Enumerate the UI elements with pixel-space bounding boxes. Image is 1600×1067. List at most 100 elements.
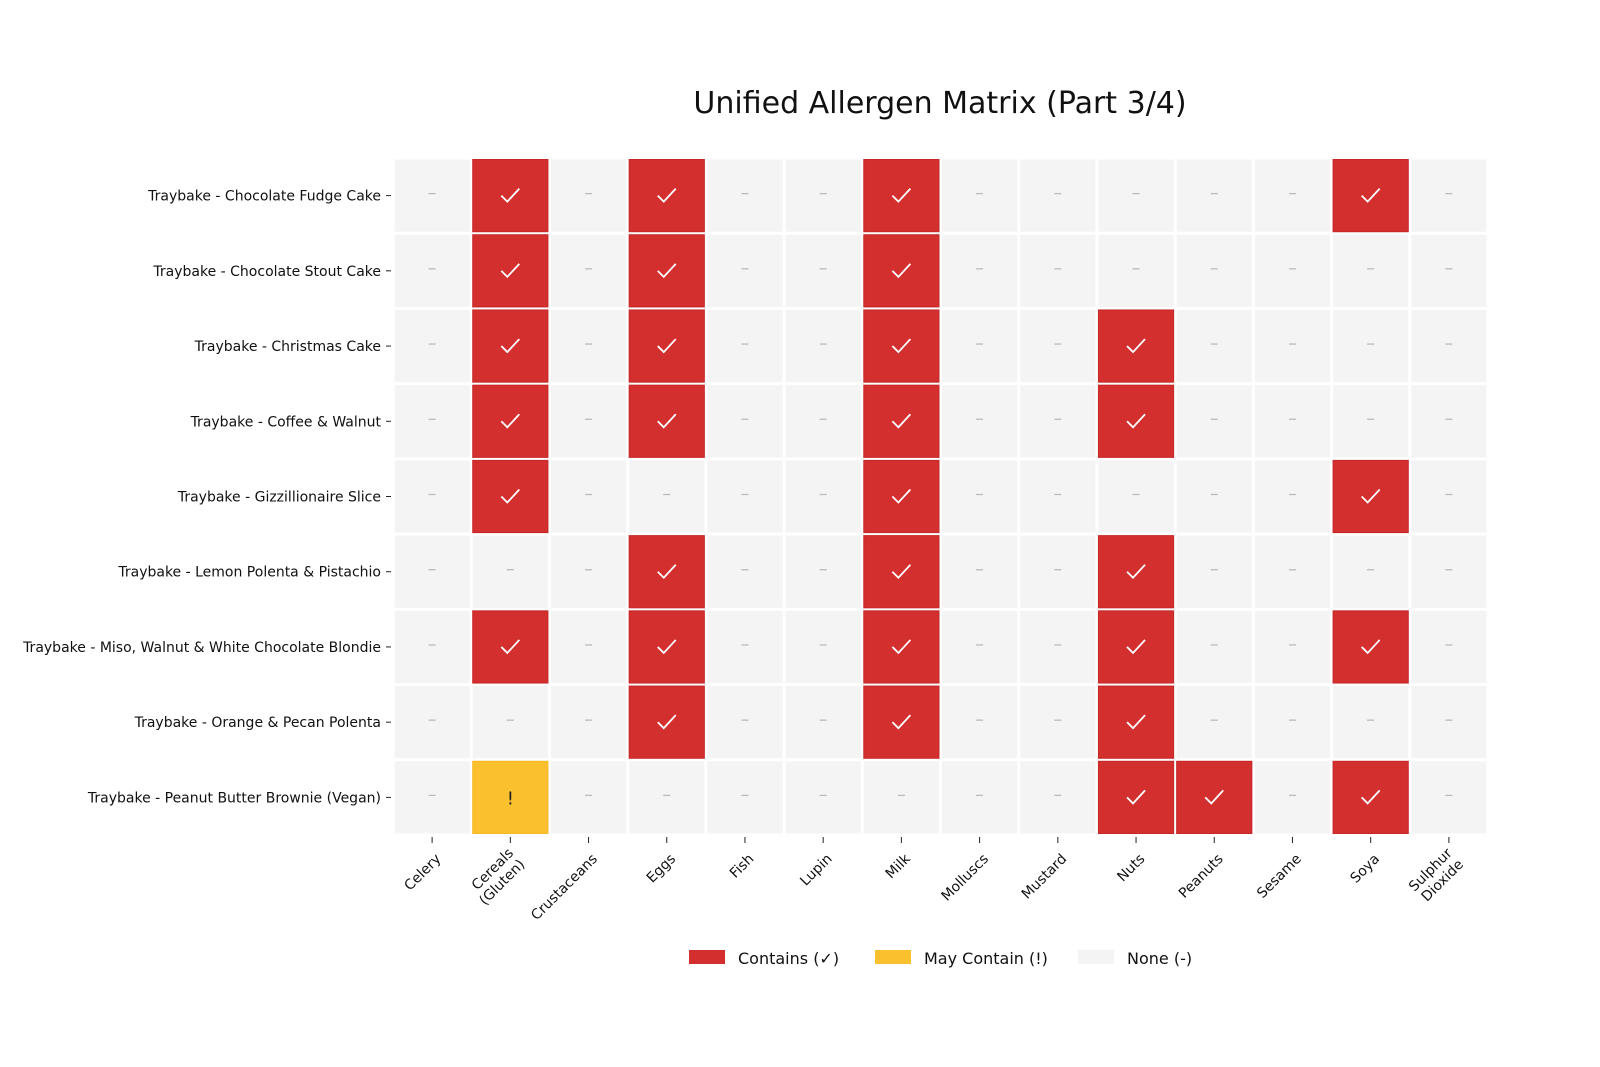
heatmap-cell <box>863 384 940 458</box>
cell-fill <box>550 309 627 383</box>
cell-fill <box>1097 685 1175 759</box>
cell-fill <box>707 610 783 684</box>
heatmap-cell <box>550 761 627 834</box>
heatmap-cell <box>394 761 470 834</box>
cell-fill <box>942 610 1018 684</box>
heatmap-cell <box>785 309 861 383</box>
cell-fill <box>863 610 940 684</box>
check-icon <box>500 338 520 354</box>
cell-fill <box>1020 535 1096 608</box>
row-label: Traybake - Gizzillionaire Slice <box>177 490 381 506</box>
heatmap-cell <box>1020 686 1096 759</box>
heatmap-cell <box>1254 309 1331 383</box>
cell-fill <box>1176 159 1252 232</box>
cell-fill <box>1332 760 1409 834</box>
check-icon <box>891 413 912 429</box>
cell-fill <box>863 761 939 834</box>
check-icon <box>1126 338 1146 354</box>
cell-fill <box>550 535 627 608</box>
heatmap-cell <box>1176 234 1252 307</box>
heatmap-cell <box>707 761 783 834</box>
cell-fill <box>863 685 940 759</box>
heatmap-cell <box>1411 535 1487 608</box>
heatmap-cell <box>394 234 470 307</box>
legend-label: None (-) <box>1127 949 1192 968</box>
heatmap-cell <box>550 535 627 608</box>
heatmap-cell <box>785 610 861 684</box>
heatmap-cell <box>1020 460 1096 533</box>
cell-fill <box>785 234 861 307</box>
heatmap-cell <box>472 686 548 759</box>
check-icon <box>1204 789 1224 805</box>
cell-fill <box>942 535 1018 608</box>
legend-swatch <box>689 950 725 964</box>
cell-fill <box>942 761 1018 834</box>
cell-fill <box>1097 384 1175 458</box>
cell-fill <box>550 159 627 232</box>
check-icon <box>1126 714 1146 730</box>
cell-fill <box>785 385 861 458</box>
cell-fill <box>707 385 783 458</box>
heatmap-cell <box>394 535 470 608</box>
heatmap-cell <box>785 159 861 232</box>
cell-fill <box>472 610 549 684</box>
cell-fill <box>1176 760 1253 834</box>
cell-fill <box>1254 234 1331 307</box>
heatmap-cell <box>1254 159 1331 232</box>
cell-fill <box>707 159 783 232</box>
cell-fill <box>1098 159 1174 232</box>
cell-fill <box>1411 535 1487 608</box>
heatmap-cell <box>1254 385 1331 458</box>
heatmap-cell <box>550 234 627 307</box>
heatmap-cell <box>1020 234 1096 307</box>
cell-fill <box>785 686 861 759</box>
heatmap-cell <box>628 309 705 383</box>
heatmap-cell <box>472 309 549 383</box>
heatmap-cell <box>472 459 549 534</box>
heatmap-cell <box>550 460 627 533</box>
check-icon <box>1126 413 1146 429</box>
cell-fill <box>394 234 470 307</box>
heatmap-cell <box>863 459 940 534</box>
heatmap-cell <box>942 610 1018 684</box>
heatmap-cell <box>785 761 861 834</box>
heatmap-cell <box>550 610 627 684</box>
cell-fill <box>1097 760 1175 834</box>
heatmap-cell <box>1176 610 1252 684</box>
heatmap-cell <box>628 234 705 308</box>
cell-fill <box>394 610 470 684</box>
column-label: Mustard <box>1019 851 1070 902</box>
cell-fill <box>1097 309 1175 383</box>
cell-fill <box>1411 761 1487 834</box>
heatmap-cell <box>1097 384 1175 458</box>
check-icon <box>1126 564 1146 580</box>
check-icon <box>891 714 912 730</box>
check-icon <box>891 564 912 580</box>
column-label: Molluscs <box>939 851 992 904</box>
heatmap-cell <box>1020 385 1096 458</box>
heatmap-cell <box>707 686 783 759</box>
cell-fill <box>1176 686 1252 759</box>
row-label: Traybake - Lemon Polenta & Pistachio <box>117 565 381 581</box>
heatmap-cell <box>550 309 627 383</box>
cell-fill <box>1176 460 1252 533</box>
cell-fill <box>785 761 861 834</box>
cell-fill <box>1020 460 1096 533</box>
cell-fill <box>707 309 783 383</box>
cell-fill <box>394 385 470 458</box>
cell-fill <box>707 234 783 307</box>
heatmap-cell <box>1176 309 1252 383</box>
heatmap-cell <box>1097 685 1175 759</box>
cell-fill <box>707 460 783 533</box>
heatmap-cell <box>1411 610 1487 684</box>
legend-item: Contains (✓) <box>689 949 839 968</box>
heatmap-cell <box>1098 234 1174 307</box>
heatmap-cell <box>707 610 783 684</box>
check-icon <box>500 263 520 279</box>
cell-fill <box>942 234 1018 307</box>
column-label: Peanuts <box>1176 851 1227 902</box>
heatmap-cell <box>707 309 783 383</box>
check-icon <box>1361 639 1381 655</box>
cell-fill <box>1254 535 1331 608</box>
cell-fill <box>1332 459 1409 534</box>
